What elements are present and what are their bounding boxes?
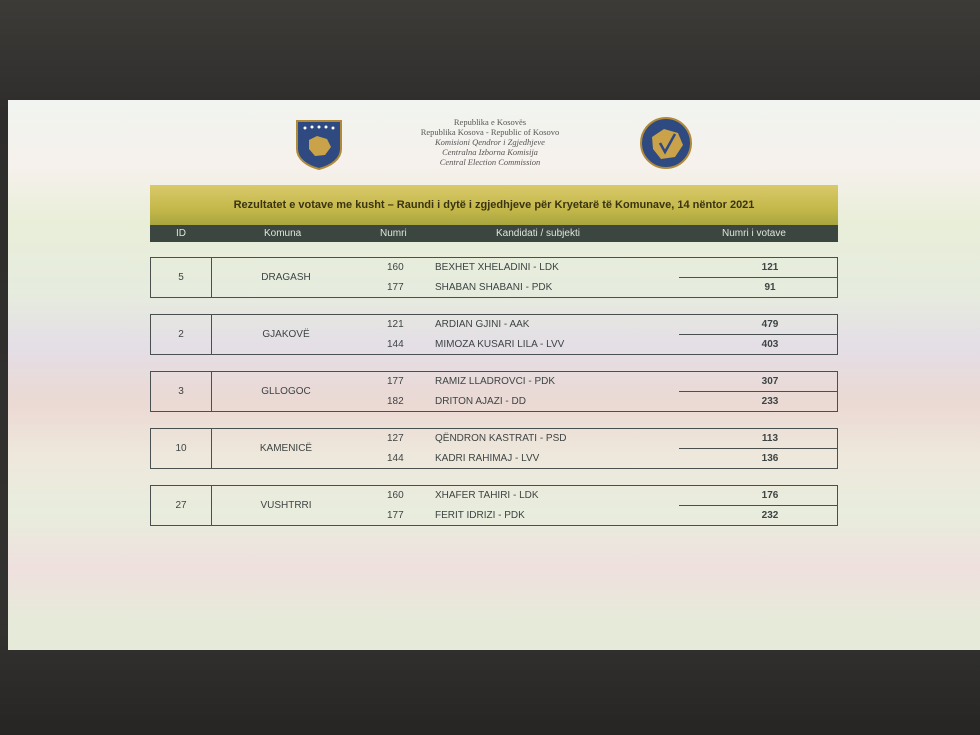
candidate-name: MIMOZA KUSARI LILA - LVV <box>435 339 565 350</box>
municipality-group: 3 GLLOGOC 177 RAMIZ LLADROVCI - PDK 307 … <box>150 371 838 412</box>
divider <box>679 334 837 335</box>
candidate-number: 177 <box>387 376 404 387</box>
col-komuna: Komuna <box>264 228 302 239</box>
candidate-number: 121 <box>387 319 404 330</box>
vote-count: 113 <box>761 433 779 444</box>
municipality-name: VUSHTRRI <box>260 500 312 511</box>
divider <box>679 277 837 278</box>
candidate-name: XHAFER TAHIRI - LDK <box>435 490 539 501</box>
candidate-name: ARDIAN GJINI - AAK <box>435 319 530 330</box>
municipality-name: DRAGASH <box>261 272 311 283</box>
candidate-number: 160 <box>387 490 404 501</box>
header-line: Central Election Commission <box>439 157 541 167</box>
candidate-row: 177 FERIT IDRIZI - PDK 232 <box>151 506 837 526</box>
candidate-number: 160 <box>387 262 404 273</box>
candidate-row: 160 XHAFER TAHIRI - LDK 176 <box>151 486 837 506</box>
col-kandidati: Kandidati / subjekti <box>496 228 580 239</box>
vote-count: 233 <box>761 396 779 407</box>
municipality-name: GLLOGOC <box>261 386 311 397</box>
candidate-number: 144 <box>387 453 404 464</box>
candidate-name: SHABAN SHABANI - PDK <box>435 282 553 293</box>
header-line: Komisioni Qendror i Zgjedhjeve <box>435 137 545 147</box>
header-line: Republika Kosova - Republic of Kosovo <box>420 127 560 137</box>
municipality-id: 10 <box>151 429 212 468</box>
vote-count: 479 <box>761 319 779 330</box>
header-line: Republika e Kosovës <box>453 117 527 127</box>
cec-logo-icon <box>640 117 692 169</box>
column-headers: ID Komuna Numri Kandidati / subjekti Num… <box>150 225 838 242</box>
candidate-name: RAMIZ LLADROVCI - PDK <box>435 376 556 387</box>
institution-header: Republika e Kosovës Republika Kosova - R… <box>370 117 610 167</box>
municipality-name: GJAKOVË <box>262 329 310 340</box>
candidate-row: 144 KADRI RAHIMAJ - LVV 136 <box>151 449 837 469</box>
vote-count: 307 <box>761 376 779 387</box>
municipality-id: 27 <box>151 486 212 525</box>
vote-count: 403 <box>761 339 779 350</box>
candidate-row: 127 QËNDRON KASTRATI - PSD 113 <box>151 429 837 449</box>
table-title: Rezultatet e votave me kusht – Raundi i … <box>150 185 838 225</box>
candidate-number: 182 <box>387 396 404 407</box>
candidate-number: 177 <box>387 510 404 521</box>
candidate-name: QËNDRON KASTRATI - PSD <box>435 433 567 444</box>
col-votat: Numri i votave <box>722 228 786 239</box>
divider <box>679 448 837 449</box>
municipality-group: 10 KAMENICË 127 QËNDRON KASTRATI - PSD 1… <box>150 428 838 469</box>
candidate-number: 127 <box>387 433 404 444</box>
vote-count: 176 <box>761 490 779 501</box>
vote-count: 121 <box>761 262 779 273</box>
candidate-name: BEXHET XHELADINI - LDK <box>435 262 559 273</box>
candidate-number: 144 <box>387 339 404 350</box>
candidate-row: 182 DRITON AJAZI - DD 233 <box>151 392 837 412</box>
municipality-group: 27 VUSHTRRI 160 XHAFER TAHIRI - LDK 176 … <box>150 485 838 526</box>
vote-count: 136 <box>761 453 779 464</box>
candidate-row: 177 SHABAN SHABANI - PDK 91 <box>151 278 837 298</box>
municipality-id: 3 <box>151 372 212 411</box>
candidate-name: DRITON AJAZI - DD <box>435 396 526 407</box>
candidate-name: FERIT IDRIZI - PDK <box>435 510 525 521</box>
vote-count: 91 <box>764 282 776 293</box>
header-line: Centralna Izborna Komisija <box>442 147 538 157</box>
candidate-row: 144 MIMOZA KUSARI LILA - LVV 403 <box>151 335 837 355</box>
candidate-row: 121 ARDIAN GJINI - AAK 479 <box>151 315 837 335</box>
divider <box>679 391 837 392</box>
municipality-group: 2 GJAKOVË 121 ARDIAN GJINI - AAK 479 144… <box>150 314 838 355</box>
candidate-name: KADRI RAHIMAJ - LVV <box>435 453 540 464</box>
municipality-name: KAMENICË <box>259 443 313 454</box>
candidate-number: 177 <box>387 282 404 293</box>
candidate-row: 177 RAMIZ LLADROVCI - PDK 307 <box>151 372 837 392</box>
municipality-id: 5 <box>151 258 212 297</box>
divider <box>679 505 837 506</box>
municipality-group: 5 DRAGASH 160 BEXHET XHELADINI - LDK 121… <box>150 257 838 298</box>
col-id: ID <box>176 228 186 239</box>
municipality-id: 2 <box>151 315 212 354</box>
candidate-row: 160 BEXHET XHELADINI - LDK 121 <box>151 258 837 278</box>
kosovo-coat-of-arms-icon <box>296 120 342 170</box>
col-numri: Numri <box>380 228 407 239</box>
vote-count: 232 <box>761 510 779 521</box>
